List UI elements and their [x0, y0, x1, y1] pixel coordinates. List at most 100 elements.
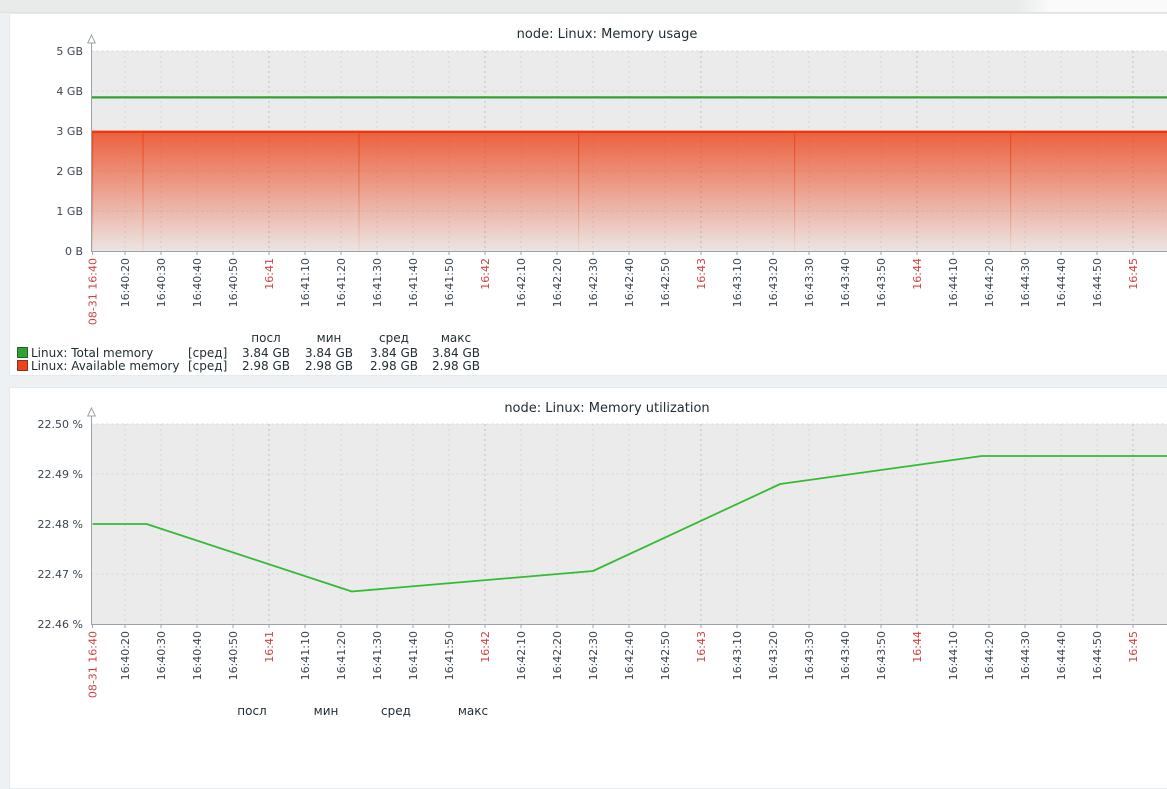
x-axis-label: 16:42:20: [551, 258, 564, 307]
x-axis-label: 16:43: [695, 258, 708, 290]
browser-chrome-strip: [0, 0, 1167, 13]
legend-stat-value: 3.84 GB: [305, 346, 353, 360]
legend-aggregation-function: [сред]: [188, 359, 227, 373]
legend-stat-header: мин: [317, 331, 342, 345]
legend-stat-header: мин: [314, 704, 339, 718]
x-axis-label: 16:43:50: [875, 258, 888, 307]
legend-stat-header: посл: [251, 331, 280, 345]
x-axis-label: 16:44: [911, 631, 924, 663]
gradient-segment-boundary: [794, 133, 795, 251]
x-axis-label: 16:42:20: [551, 631, 564, 680]
x-axis-label: 16:41:10: [299, 258, 312, 307]
gradient-segment-boundary: [1010, 133, 1011, 251]
x-axis-label: 16:41:30: [371, 631, 384, 680]
legend-stat-value: 3.84 GB: [432, 346, 480, 360]
x-axis-label: 16:42:30: [587, 631, 600, 680]
x-axis-label: 16:40:50: [227, 258, 240, 307]
x-axis-label: 16:44:50: [1091, 258, 1104, 307]
x-axis-label: 16:43:30: [803, 631, 816, 680]
x-axis-label: 16:42:10: [515, 258, 528, 307]
gradient-segment-boundary: [358, 133, 359, 251]
y-axis-arrow-icon: [88, 35, 96, 43]
x-axis-label: 16:44:30: [1019, 258, 1032, 307]
x-axis-label: 16:45: [1127, 258, 1140, 290]
y-axis-label: 5 GB: [56, 45, 83, 58]
x-axis-label: 16:45: [1127, 631, 1140, 663]
legend-stat-value: 2.98 GB: [242, 359, 290, 373]
x-axis-label: 16:41:20: [335, 258, 348, 307]
x-axis-label: 16:40:30: [155, 258, 168, 307]
x-axis-label: 16:42:30: [587, 258, 600, 307]
x-axis-label: 16:41: [263, 258, 276, 290]
x-axis-label: 16:41:30: [371, 258, 384, 307]
y-axis-label: 3 GB: [56, 125, 83, 138]
x-axis-label: 16:43:30: [803, 258, 816, 307]
x-axis-label: 16:42:50: [659, 258, 672, 307]
x-axis-label: 16:44:10: [947, 258, 960, 307]
x-axis-label: 16:42:50: [659, 631, 672, 680]
x-axis-label: 16:43:20: [767, 631, 780, 680]
legend-stat-header: сред: [381, 704, 411, 718]
x-axis-label: 16:40:20: [119, 631, 132, 680]
x-axis-label: 16:44:40: [1055, 258, 1068, 307]
x-axis-label: 16:40:40: [191, 258, 204, 307]
gradient-segment-boundary: [92, 133, 93, 251]
x-axis-label: 16:41:20: [335, 631, 348, 680]
x-axis-label: 16:42:40: [623, 258, 636, 307]
x-axis-label: 16:41:10: [299, 631, 312, 680]
x-axis-label: 16:43:40: [839, 631, 852, 680]
x-axis-label: 16:41:40: [407, 258, 420, 307]
x-axis-label: 16:44:50: [1091, 631, 1104, 680]
legend-stat-header: макс: [458, 704, 488, 718]
y-axis-label: 22.49 %: [38, 468, 83, 481]
x-axis-labels: 08-31 16:40 16:40:20 16:40:30 16:40:40 16:40…: [87, 258, 1140, 325]
y-axis-labels: 22.50 %22.49 %22.48 %22.47 %22.46 %: [38, 418, 83, 631]
legend-item-label: Linux: Total memory: [31, 346, 153, 360]
legend-aggregation-function: [сред]: [188, 346, 227, 360]
x-axis-label: 16:43:50: [875, 631, 888, 680]
x-axis-label: 16:41: [263, 631, 276, 663]
x-axis-label: 16:40:20: [119, 258, 132, 307]
x-axis-label: 16:42: [479, 258, 492, 290]
x-axis-label: 16:42:10: [515, 631, 528, 680]
x-axis-label: 16:40:50: [227, 631, 240, 680]
x-axis-label: 08-31 16:40: [87, 258, 100, 325]
y-axis-label: 1 GB: [56, 205, 83, 218]
legend-color-swatch: [17, 360, 28, 371]
memory-usage-graph-canvas[interactable]: 08-31 16:40 16:40:20 16:40:30 16:40:40 16:40…: [10, 14, 1167, 326]
legend-item-label: Linux: Available memory: [31, 359, 179, 373]
legend-stat-value: 2.98 GB: [370, 359, 418, 373]
x-axis-label: 16:44:40: [1055, 631, 1068, 680]
y-axis-arrow-icon: [88, 408, 96, 416]
x-axis-label: 16:43:10: [731, 258, 744, 307]
gradient-segment-boundary: [578, 133, 579, 251]
y-axis-label: 22.46 %: [38, 618, 83, 631]
legend-color-swatch: [17, 347, 28, 358]
x-axis-label: 16:41:50: [443, 258, 456, 307]
x-axis-label: 16:44:20: [983, 258, 996, 307]
legend-stat-value: 3.84 GB: [242, 346, 290, 360]
x-axis-label: 16:44:10: [947, 631, 960, 680]
x-axis-label: 16:43:10: [731, 631, 744, 680]
y-axis-label: 2 GB: [56, 165, 83, 178]
x-axis-label: 16:43: [695, 631, 708, 663]
legend-stat-header: макс: [441, 331, 471, 345]
x-axis-label: 16:44:20: [983, 631, 996, 680]
y-axis-label: 22.50 %: [38, 418, 83, 431]
x-axis-label: 08-31 16:40: [87, 631, 100, 698]
legend-stat-header: посл: [237, 704, 266, 718]
y-axis-label: 0 B: [65, 245, 83, 258]
x-axis-label: 16:44: [911, 258, 924, 290]
legend-stat-value: 2.98 GB: [432, 359, 480, 373]
legend-stat-value: 2.98 GB: [305, 359, 353, 373]
x-axis-label: 16:40:30: [155, 631, 168, 680]
y-axis-labels: 5 GB 4 GB 3 GB 2 GB 1 GB 0 B: [56, 45, 83, 258]
x-axis-label: 16:41:50: [443, 631, 456, 680]
legend-stat-header: сред: [379, 331, 409, 345]
x-axis-label: 16:42:40: [623, 631, 636, 680]
x-axis-label: 16:43:20: [767, 258, 780, 307]
y-axis-label: 4 GB: [56, 85, 83, 98]
